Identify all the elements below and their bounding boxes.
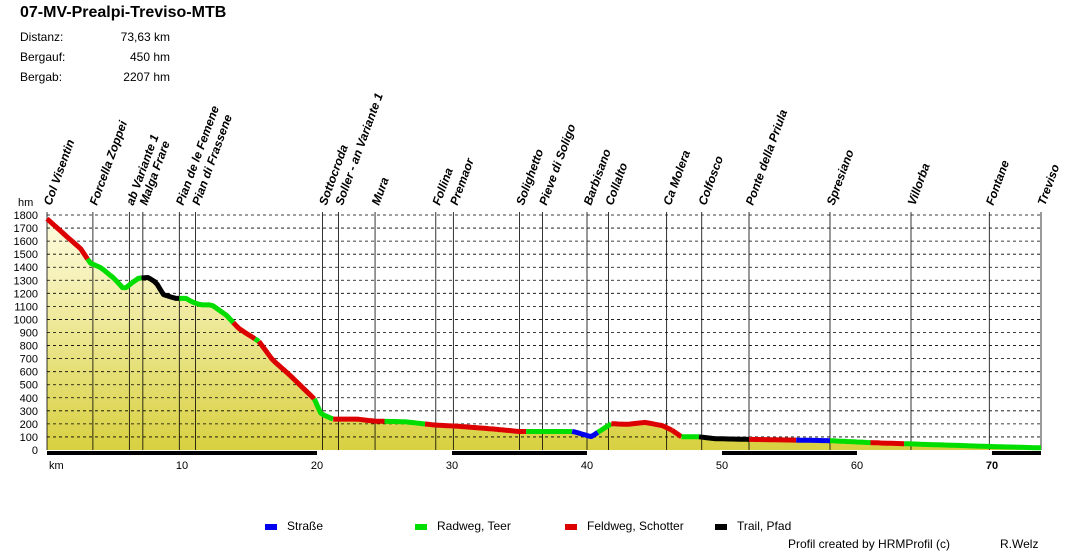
- legend-swatch: [265, 523, 277, 530]
- surface-segment-strasse: [571, 429, 600, 439]
- surface-segment-feldweg: [256, 339, 317, 401]
- distance-bar-segment: [721, 451, 857, 455]
- surface-segment-feldweg: [870, 440, 905, 447]
- stat-value: 2207 hm: [123, 70, 170, 84]
- surface-segment-radweg: [384, 418, 426, 427]
- surface-segment-feldweg: [231, 320, 257, 341]
- author-text: R.Welz: [1000, 537, 1039, 551]
- x-tick-label: 30: [446, 460, 458, 472]
- legend-swatch: [715, 523, 727, 530]
- distance-bar-segment: [451, 451, 587, 455]
- y-tick-label: 1200: [14, 288, 38, 300]
- y-tick-label: 200: [20, 419, 38, 431]
- location-label: Spresiano: [824, 148, 857, 207]
- y-tick-label: 0: [32, 445, 38, 457]
- y-tick-label: 700: [20, 354, 38, 366]
- location-label: Treviso: [1035, 162, 1063, 207]
- distance-bar-segment: [316, 451, 452, 455]
- x-tick-label: 10: [176, 460, 188, 472]
- legend-label: Radweg, Teer: [437, 519, 511, 533]
- y-tick-label: 800: [20, 341, 38, 353]
- x-tick-label: 40: [581, 460, 593, 472]
- y-tick-label: 300: [20, 406, 38, 418]
- distance-bar-segment: [991, 451, 1041, 455]
- stat-label: Bergauf:: [20, 50, 66, 64]
- legend-item-strasse: Straße: [265, 519, 323, 533]
- y-tick-label: 600: [20, 367, 38, 379]
- location-label: Colfosco: [695, 154, 726, 207]
- surface-segment-feldweg: [424, 421, 453, 429]
- legend-item-radweg: Radweg, Teer: [415, 519, 511, 533]
- y-tick-label: 1600: [14, 236, 38, 248]
- stat-ascent: Bergauf: 450 hm: [20, 50, 170, 70]
- surface-segment-radweg: [904, 441, 1041, 451]
- legend-swatch: [565, 523, 577, 530]
- y-tick-label: 500: [20, 380, 38, 392]
- surface-segment-strasse: [796, 437, 831, 444]
- location-label: Forcella Zoppei: [87, 118, 131, 207]
- surface-segment-radweg: [596, 421, 613, 435]
- stat-value: 450 hm: [129, 50, 170, 64]
- y-tick-label: 1800: [14, 210, 38, 222]
- location-label: Fontane: [983, 158, 1012, 207]
- distance-bar-segment: [856, 451, 992, 455]
- x-axis-label: km: [49, 460, 64, 472]
- surface-segment-radweg: [312, 397, 335, 422]
- y-tick-label: 1500: [14, 249, 38, 261]
- location-label: Villorba: [905, 161, 933, 207]
- surface-segment-radweg: [85, 257, 134, 291]
- legend-swatch: [415, 523, 427, 530]
- location-label: Ponte della Priula: [743, 107, 791, 207]
- stat-label: Bergab:: [20, 70, 63, 84]
- surface-segment-trail: [141, 275, 180, 301]
- stat-descent: Bergab: 2207 hm: [20, 70, 170, 90]
- surface-segment-trail: [698, 434, 750, 442]
- distance-bar-segment: [586, 451, 722, 455]
- stat-distance: Distanz: 73,63 km: [20, 30, 170, 50]
- distance-bar-segment: [47, 451, 182, 455]
- stat-label: Distanz:: [20, 30, 64, 44]
- surface-segment-radweg: [253, 336, 261, 344]
- y-tick-label: 1000: [14, 314, 38, 326]
- surface-segment-radweg: [179, 295, 236, 325]
- x-tick-label: 20: [311, 460, 323, 472]
- surface-segment-feldweg: [333, 416, 385, 424]
- location-label: Ca Molera: [660, 148, 693, 207]
- y-tick-label: 900: [20, 328, 38, 340]
- y-tick-label: 1400: [14, 262, 38, 274]
- surface-segment-feldweg: [45, 216, 90, 261]
- elevation-area: [47, 220, 1041, 450]
- x-tick-label: 50: [716, 460, 728, 472]
- x-tick-label: 70: [986, 460, 998, 472]
- y-tick-label: 1700: [14, 223, 38, 235]
- legend-label: Trail, Pfad: [737, 519, 792, 533]
- chart-title: 07-MV-Prealpi-Treviso-MTB: [20, 4, 227, 21]
- location-label: Pieve di Soligo: [536, 122, 578, 207]
- surface-segment-feldweg: [611, 419, 674, 433]
- surface-segment-radweg: [130, 275, 142, 285]
- credit-text: Profil created by HRMProfil (c): [788, 537, 951, 551]
- x-tick-label: 60: [851, 460, 863, 472]
- legend-label: Straße: [287, 519, 324, 533]
- legend-item-feldweg: Feldweg, Schotter: [565, 519, 684, 533]
- legend-item-trail: Trail, Pfad: [715, 519, 791, 533]
- surface-segment-feldweg: [670, 428, 683, 439]
- route-stats: Distanz: 73,63 km Bergauf: 450 hm Bergab…: [20, 30, 170, 90]
- y-tick-label: 100: [20, 432, 38, 444]
- y-tick-label: 1100: [14, 301, 38, 313]
- legend-label: Feldweg, Schotter: [587, 519, 684, 533]
- surface-segment-feldweg: [749, 436, 797, 443]
- location-label: Col Visentin: [41, 137, 78, 207]
- location-label: Mura: [369, 175, 392, 207]
- y-tick-label: 1300: [14, 275, 38, 287]
- y-axis-label: hm: [18, 197, 33, 209]
- stat-value: 73,63 km: [120, 30, 170, 44]
- distance-bar-segment: [181, 451, 317, 455]
- surface-segment-feldweg: [451, 423, 527, 434]
- y-tick-label: 400: [20, 393, 38, 405]
- surface-segment-radweg: [829, 438, 871, 446]
